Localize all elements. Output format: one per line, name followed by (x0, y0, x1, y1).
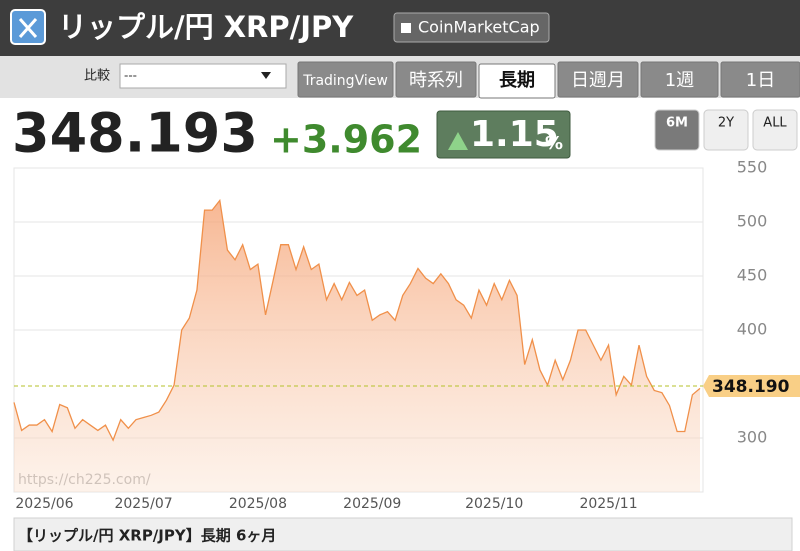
compare-select[interactable] (119, 63, 287, 89)
tab[interactable] (720, 61, 800, 98)
caption-box (13, 517, 793, 551)
price-change: +3.962 (270, 118, 422, 162)
x-tick-label: 2025/08 (229, 496, 287, 512)
last-value-label: 348.190 (712, 377, 790, 397)
last-value-tag (703, 374, 800, 397)
y-tick-label: 400 (737, 320, 768, 339)
range-button[interactable] (752, 109, 798, 151)
percent-sign: % (545, 133, 563, 154)
y-tick-label: 300 (737, 428, 768, 447)
select-arrow (261, 72, 271, 79)
compare-label: 比較 (84, 69, 110, 84)
caption: 【リップル/円 XRP/JPY】長期 6ヶ月 (18, 527, 276, 545)
x-tick-label: 2025/10 (465, 496, 523, 512)
link-icon (401, 23, 411, 33)
tab-label: 1週 (665, 70, 694, 91)
change-percent: 1.15 (470, 114, 559, 155)
price: 348.193 (12, 102, 258, 165)
tab[interactable] (478, 63, 556, 99)
x-tick-label: 2025/09 (343, 496, 401, 512)
coinmarketcap-button[interactable] (393, 12, 550, 43)
page-title: リップル/円 XRP/JPY (58, 10, 354, 44)
range-button[interactable] (703, 109, 749, 151)
x-tick-label: 2025/06 (15, 496, 73, 512)
compare-select-value: --- (124, 69, 137, 83)
tab[interactable] (640, 61, 719, 98)
range-button[interactable] (654, 109, 700, 151)
tab-label: TradingView (302, 73, 388, 89)
x-tick-label: 2025/07 (114, 496, 172, 512)
tab-label: 時系列 (409, 70, 463, 91)
tab-label: 1日 (746, 70, 775, 91)
y-tick-label: 550 (737, 158, 768, 177)
x-tick-label: 2025/11 (579, 496, 637, 512)
y-tick-label: 500 (737, 212, 768, 231)
coinmarketcap-label: CoinMarketCap (418, 18, 540, 37)
tab-label: 日週月 (571, 70, 625, 91)
tab-label: 長期 (499, 70, 535, 91)
range-label: ALL (763, 116, 787, 131)
price-line (13, 198, 701, 442)
up-triangle (448, 132, 468, 150)
tab[interactable] (297, 61, 394, 98)
range-label: 6M (666, 116, 688, 131)
x-icon-glyph (18, 18, 38, 38)
range-label: 2Y (718, 116, 734, 131)
change-badge (436, 110, 571, 159)
y-tick-label: 450 (737, 266, 768, 285)
tab[interactable] (395, 61, 477, 98)
tab[interactable] (557, 61, 639, 98)
area-fill (14, 200, 700, 492)
